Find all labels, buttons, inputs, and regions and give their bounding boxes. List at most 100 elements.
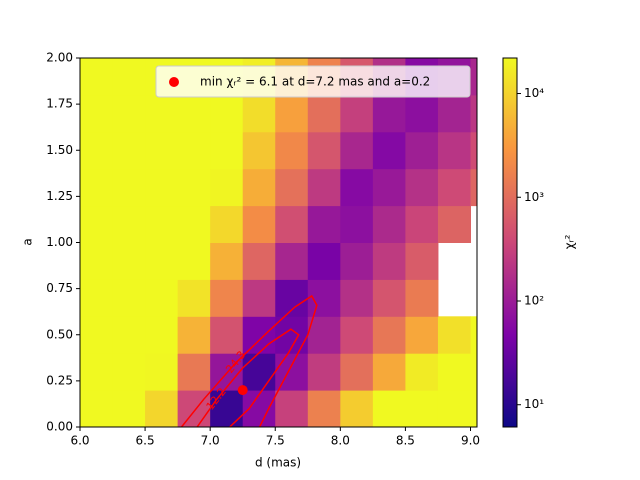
heatmap-cell: [405, 279, 439, 317]
heatmap-cell: [372, 205, 406, 243]
legend-label: min χᵣ² = 6.1 at d=7.2 mas and a=0.2: [200, 75, 430, 89]
heatmap-cell: [405, 168, 439, 207]
heatmap-cell: [210, 279, 244, 317]
x-tick-label: 7.5: [266, 434, 285, 448]
heatmap-cell: [112, 94, 146, 133]
y-tick-label: 2.00: [46, 51, 73, 65]
x-tick-label: 8.0: [331, 434, 350, 448]
contour-line: [196, 328, 300, 427]
heatmap-cell: [307, 316, 341, 354]
heatmap-cell: [275, 353, 309, 391]
heatmap-cell: [210, 316, 244, 354]
heatmap-cell: [177, 316, 211, 354]
heatmap-cell: [112, 316, 146, 354]
heatmap-cell: [80, 94, 114, 133]
legend: min χᵣ² = 6.1 at d=7.2 mas and a=0.2: [155, 65, 471, 98]
heatmap-cell: [340, 353, 374, 391]
heatmap-cell: [177, 390, 211, 427]
heatmap-cell: [405, 205, 439, 243]
heatmap-cell: [177, 131, 211, 170]
heatmap-cell: [145, 316, 179, 354]
heatmap-cell: [242, 205, 276, 243]
heatmap-cell: [242, 131, 276, 170]
heatmap-cell: [112, 279, 146, 317]
heatmap-cell: [210, 131, 244, 170]
heatmap-cell: [210, 242, 244, 280]
heatmap-cell: [80, 242, 114, 280]
heatmap-cell: [80, 168, 114, 207]
heatmap-cell: [470, 131, 477, 170]
heatmap-cell: [80, 58, 114, 96]
y-tick-label: 1.75: [46, 97, 73, 111]
heatmap-cell: [145, 94, 179, 133]
heatmap-cell: [177, 242, 211, 280]
heatmap-cell: [437, 94, 471, 133]
heatmap-cell: [372, 242, 406, 280]
heatmap-cell: [275, 131, 309, 170]
colorbar-tick-label: 10³: [524, 190, 544, 204]
heatmap-cell: [275, 168, 309, 207]
heatmap-cell: [210, 390, 244, 427]
heatmap-cell: [470, 390, 477, 427]
heatmap-cell: [145, 353, 179, 391]
heatmap-cell: [145, 279, 179, 317]
heatmap-cell: [80, 205, 114, 243]
contours: [180, 294, 318, 427]
colorbar-tick-label: 10¹: [524, 397, 544, 411]
heatmap-cell: [307, 205, 341, 243]
heatmap-cell: [340, 390, 374, 427]
heatmap-cell: [307, 131, 341, 170]
heatmap-cell: [437, 168, 471, 207]
heatmap-cell: [372, 353, 406, 391]
x-tick-label: 8.5: [396, 434, 415, 448]
heatmap-cell: [177, 205, 211, 243]
y-tick-label: 1.25: [46, 189, 73, 203]
y-tick-label: 1.50: [46, 143, 73, 157]
heatmap-cell: [210, 353, 244, 391]
heatmap-cell: [307, 94, 341, 133]
y-axis-label: a: [21, 238, 35, 245]
heatmap-cell: [405, 316, 439, 354]
heatmap-cell: [405, 353, 439, 391]
heatmap-cell: [80, 316, 114, 354]
heatmap-cell: [80, 131, 114, 170]
heatmap-cell: [112, 58, 146, 96]
x-axis-label: d (mas): [255, 456, 301, 470]
min-point: [237, 385, 248, 396]
heatmap-cell: [437, 353, 471, 391]
heatmap-cell: [372, 168, 406, 207]
y-tick-label: 0.75: [46, 281, 73, 295]
heatmap-cell: [112, 131, 146, 170]
heatmap-cell: [145, 168, 179, 207]
heatmap-cell: [275, 279, 309, 317]
heatmap-cell: [210, 94, 244, 133]
heatmap-cell: [275, 94, 309, 133]
heatmap-cell: [372, 316, 406, 354]
heatmap-cell: [275, 205, 309, 243]
x-tick-label: 7.0: [201, 434, 220, 448]
heatmap-cell: [437, 131, 471, 170]
heatmap-cell: [242, 316, 276, 354]
heatmap-cell: [242, 390, 276, 427]
heatmap-cell: [177, 168, 211, 207]
heatmap-cell: [112, 205, 146, 243]
heatmap-cell: [372, 131, 406, 170]
heatmap-cell: [470, 58, 477, 96]
heatmap-cell: [145, 131, 179, 170]
heatmap-cell: [275, 242, 309, 280]
heatmap-cell: [437, 316, 471, 354]
heatmap-cell: [470, 94, 477, 133]
heatmap-cell: [112, 168, 146, 207]
heatmap-cell: [307, 390, 341, 427]
colorbar-tick-label: 10⁴: [524, 86, 544, 100]
heatmap-cell: [177, 353, 211, 391]
heatmap-cell: [80, 390, 114, 427]
heatmap-cell: [145, 390, 179, 427]
heatmap-cell: [80, 353, 114, 391]
heatmap-cell: [340, 94, 374, 133]
colorbar-label: χᵣ²: [563, 234, 577, 249]
heatmap-cell: [340, 131, 374, 170]
heatmap-cell: [470, 353, 477, 391]
heatmap-cell: [340, 205, 374, 243]
